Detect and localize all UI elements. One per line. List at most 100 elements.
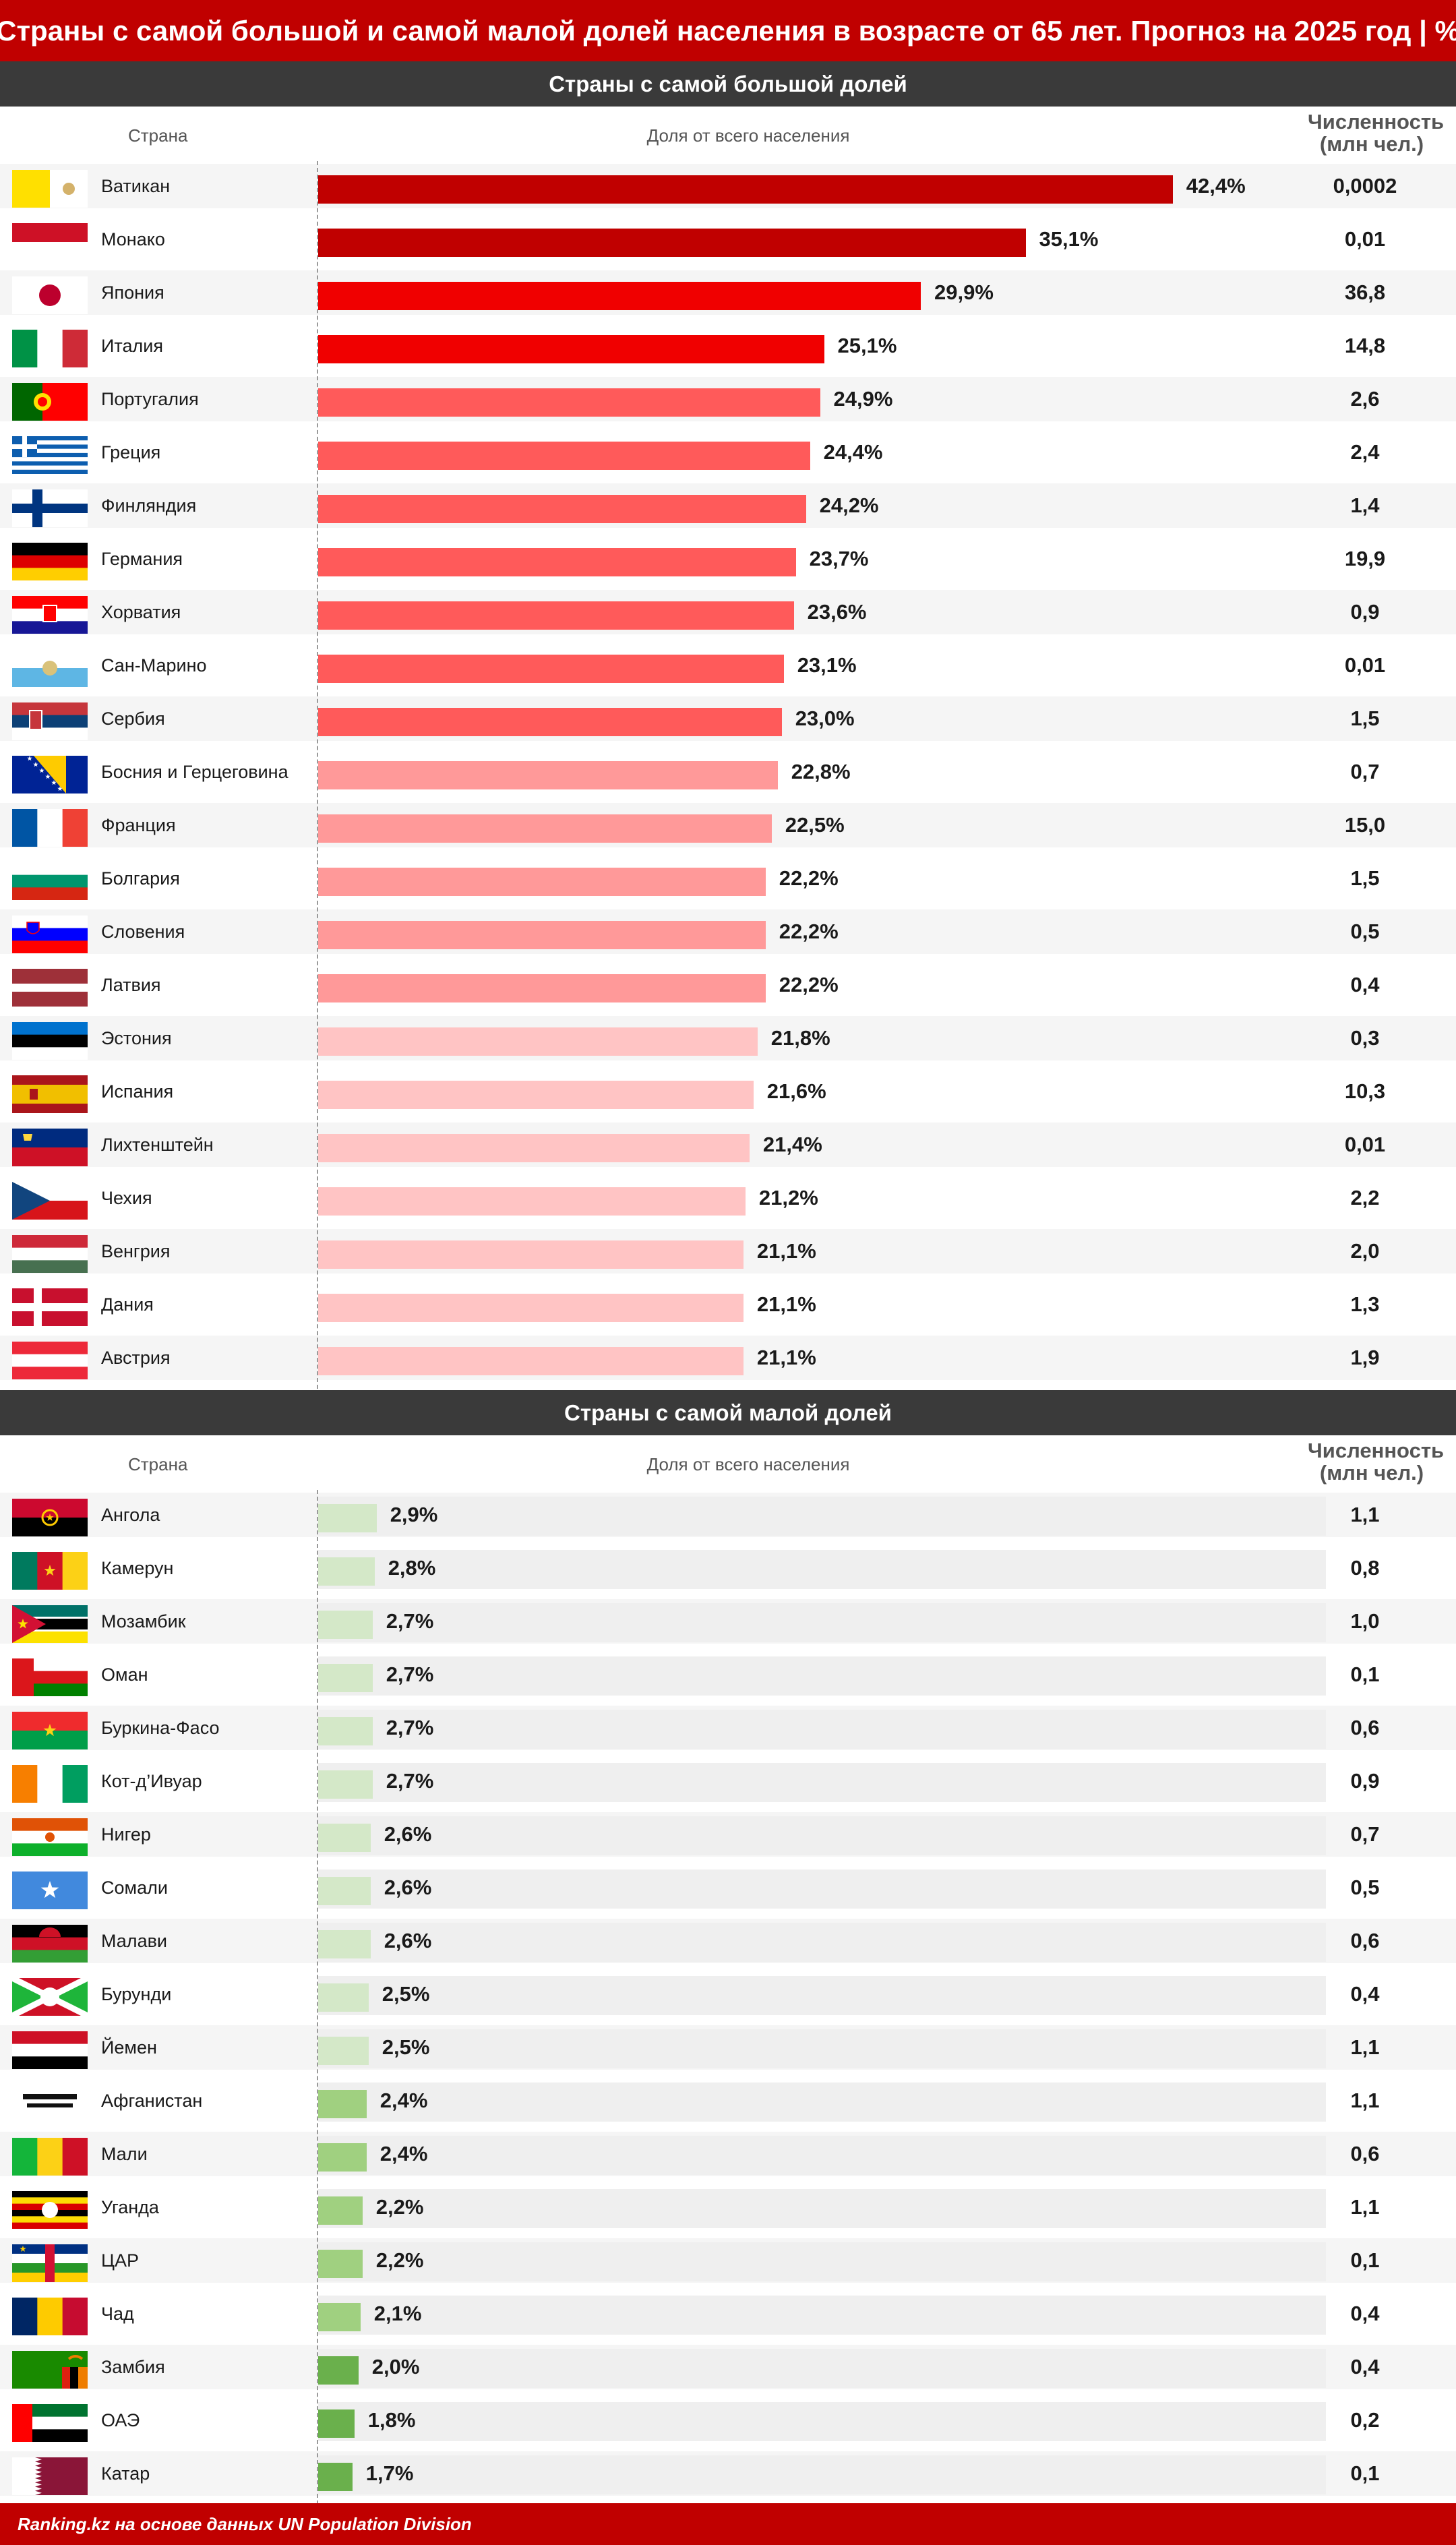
country-name: Латвия [101,975,161,995]
value-label: 1,7% [365,2461,414,2485]
bar-track [318,1656,1326,1696]
bar-mark [318,495,806,523]
country-name: Дания [101,1294,154,1315]
population-value: 0,7 [1350,1822,1380,1846]
bar-mark [318,1081,754,1109]
population-value: 0,0002 [1333,174,1397,198]
bar-mark [318,2250,363,2278]
bar-mark [318,548,796,576]
value-label: 2,0% [371,2355,420,2378]
value-label: 1,8% [367,2408,416,2432]
country-name: Сомали [101,1878,168,1898]
column-header-population-line2: (млн чел.) [1319,132,1424,156]
population-value: 1,0 [1350,1609,1380,1633]
flag-icon-pt [12,383,88,421]
value-label: 22,5% [785,813,845,837]
population-value: 0,1 [1350,2461,1380,2485]
population-value: 0,01 [1344,653,1386,677]
table-row: Португалия 24,9% 2,6 [0,377,1456,421]
bar-mark [318,2409,355,2438]
value-label: 22,2% [779,973,839,996]
table-row: Испания 21,6% 10,3 [0,1069,1456,1114]
section-title-low: Страны с самой малой долей [0,1390,1456,1435]
table-row: Ангола 2,9% 1,1 [0,1493,1456,1537]
bar-track [318,2083,1326,2122]
bar-mark [318,1347,744,1375]
country-name: Франция [101,815,176,835]
population-value: 14,8 [1344,334,1386,357]
population-value: 1,1 [1350,2089,1380,2112]
population-value: 15,0 [1344,813,1386,837]
population-value: 0,5 [1350,920,1380,943]
country-name: Чад [101,2304,134,2324]
country-name: Финляндия [101,496,197,516]
table-row: Эстония 21,8% 0,3 [0,1016,1456,1060]
value-label: 2,7% [386,1609,434,1633]
table-row: Чехия 21,2% 2,2 [0,1176,1456,1220]
population-value: 0,5 [1350,1876,1380,1899]
bar-track [318,1497,1326,1536]
population-value: 1,1 [1350,1503,1380,1526]
bar-mark [318,2090,367,2118]
bar-track [318,1710,1326,1749]
value-label: 2,4% [380,2089,428,2112]
value-label: 21,8% [770,1026,830,1050]
bar-mark [318,1027,758,1056]
zero-axis-line [317,1490,318,2505]
value-label: 2,9% [390,1503,438,1526]
page-title: Страны с самой большой и самой малой дол… [0,0,1456,61]
table-row: Замбия 2,0% 0,4 [0,2345,1456,2389]
table-row: Ватикан 42,4% 0,0002 [0,164,1456,208]
value-label: 2,7% [386,1663,434,1686]
table-row: Кот-д’Ивуар 2,7% 0,9 [0,1759,1456,1803]
country-name: Португалия [101,389,199,409]
value-label: 29,9% [934,280,994,304]
bar-track [318,2242,1326,2281]
population-value: 1,1 [1350,2035,1380,2059]
population-value: 0,01 [1344,1133,1386,1156]
country-name: Чехия [101,1188,152,1208]
table-row: Монако 35,1% 0,01 [0,217,1456,262]
bar-mark [318,388,820,417]
section-title-top: Страны с самой большой долей [0,61,1456,107]
column-header-population-line1: Численность [1308,1439,1445,1462]
value-label: 22,8% [791,760,851,783]
table-row: Италия 25,1% 14,8 [0,324,1456,368]
flag-icon-ci [12,1765,88,1803]
bar-track [318,1550,1326,1589]
value-label: 42,4% [1186,174,1246,198]
bar-track [318,2029,1326,2068]
flag-icon-cm [12,1552,88,1590]
bar-track [318,1923,1326,1962]
table-row: Сербия 23,0% 1,5 [0,696,1456,741]
bar-mark [318,601,794,630]
table-row: Чад 2,1% 0,4 [0,2292,1456,2336]
table-row: Буркина-Фасо 2,7% 0,6 [0,1706,1456,1750]
flag-icon-rs [12,702,88,740]
bar-mark [318,2303,361,2331]
column-header-population-line2: (млн чел.) [1319,1461,1424,1485]
flag-icon-ug [12,2191,88,2229]
bar-mark [318,1877,371,1905]
country-name: Монако [101,229,165,249]
table-row: Уганда 2,2% 1,1 [0,2185,1456,2229]
bar-mark [318,1504,377,1532]
table-row: Япония 29,9% 36,8 [0,270,1456,315]
flag-icon-cz [12,1182,88,1220]
bar-track [318,2136,1326,2175]
population-value: 0,4 [1350,2302,1380,2325]
table-row: Оман 2,7% 0,1 [0,1652,1456,1697]
country-name: Австрия [101,1348,171,1368]
zero-axis-line [317,161,318,1389]
population-value: 0,6 [1350,1716,1380,1739]
country-name: Уганда [101,2197,159,2217]
flag-icon-jp [12,276,88,314]
country-name: Йемен [101,2037,157,2058]
country-name: Лихтенштейн [101,1135,214,1155]
value-label: 24,4% [823,440,883,464]
bar-mark [318,229,1026,257]
value-label: 24,2% [819,493,879,517]
bar-mark [318,2356,359,2385]
population-value: 0,1 [1350,1663,1380,1686]
bar-mark [318,1930,371,1958]
